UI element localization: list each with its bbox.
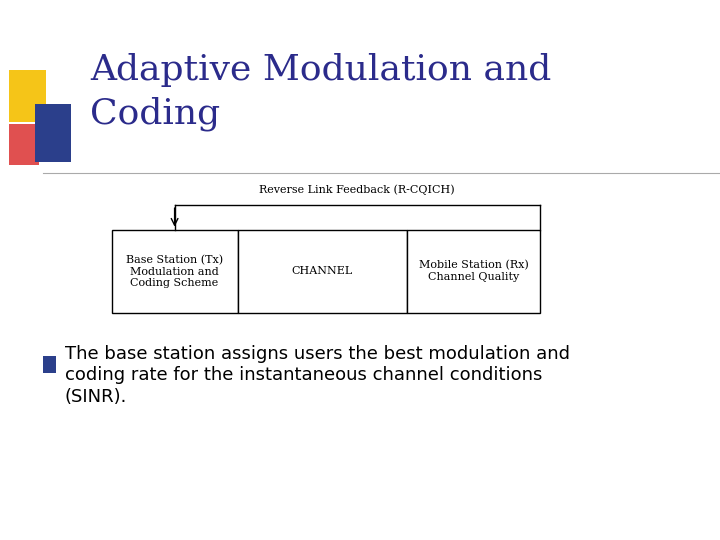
Text: Adaptive Modulation and: Adaptive Modulation and xyxy=(90,53,552,87)
Bar xyxy=(9,70,46,122)
Text: coding rate for the instantaneous channel conditions: coding rate for the instantaneous channe… xyxy=(65,366,542,384)
Bar xyxy=(9,124,39,165)
Text: Coding: Coding xyxy=(90,96,220,131)
Bar xyxy=(112,230,238,313)
Bar xyxy=(43,356,56,373)
Text: Base Station (Tx)
Modulation and
Coding Scheme: Base Station (Tx) Modulation and Coding … xyxy=(126,254,223,288)
Text: (SINR).: (SINR). xyxy=(65,388,127,406)
Bar xyxy=(238,230,407,313)
Bar xyxy=(407,230,540,313)
Bar xyxy=(35,104,71,162)
Text: CHANNEL: CHANNEL xyxy=(292,266,353,276)
Text: The base station assigns users the best modulation and: The base station assigns users the best … xyxy=(65,345,570,363)
Text: Mobile Station (Rx)
Channel Quality: Mobile Station (Rx) Channel Quality xyxy=(418,260,528,282)
Text: Reverse Link Feedback (R-CQICH): Reverse Link Feedback (R-CQICH) xyxy=(259,185,455,195)
